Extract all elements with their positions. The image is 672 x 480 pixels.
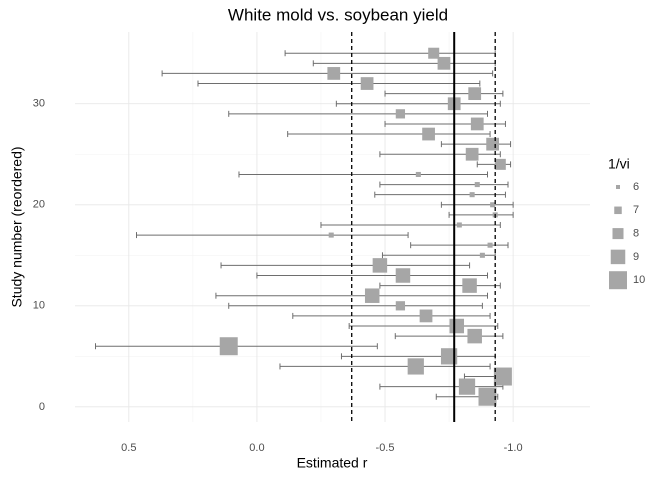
point — [468, 87, 482, 101]
point — [415, 171, 421, 177]
legend-key — [612, 228, 624, 240]
point — [407, 358, 424, 375]
y-tick-label: 20 — [33, 199, 45, 211]
point — [465, 147, 479, 161]
y-tick-label: 10 — [33, 300, 45, 312]
chart-title: White mold vs. soybean yield — [228, 5, 448, 24]
point — [462, 278, 477, 293]
x-axis-title: Estimated r — [297, 455, 368, 471]
point — [327, 67, 341, 80]
point — [487, 242, 493, 248]
legend-label: 9 — [633, 251, 639, 263]
point — [458, 378, 476, 395]
legend-key — [610, 249, 626, 265]
point — [479, 252, 485, 258]
point — [437, 56, 451, 70]
point — [395, 109, 406, 119]
point — [493, 367, 512, 386]
point — [360, 77, 374, 90]
legend-key — [609, 271, 627, 290]
legend-key — [614, 206, 622, 215]
legend-label: 7 — [633, 204, 639, 216]
y-tick-label: 30 — [33, 98, 45, 110]
x-tick-label: 0.0 — [249, 442, 264, 454]
point — [372, 258, 388, 273]
point — [490, 202, 496, 208]
point — [470, 117, 484, 131]
point — [474, 182, 480, 188]
point — [469, 192, 475, 198]
point — [467, 328, 482, 344]
legend-label: 10 — [633, 274, 645, 286]
point — [449, 318, 465, 334]
point — [456, 222, 462, 228]
point — [395, 301, 406, 311]
x-tick-label: -0.5 — [376, 442, 395, 454]
point — [364, 288, 380, 303]
point — [422, 127, 435, 141]
x-tick-label: 0.5 — [121, 442, 136, 454]
legend-label: 6 — [633, 181, 639, 193]
y-axis-title: Study number (reordered) — [9, 146, 25, 307]
legend-key — [616, 185, 620, 189]
point — [486, 137, 500, 151]
legend-label: 8 — [633, 228, 639, 240]
y-tick-label: 0 — [39, 401, 45, 413]
legend-title: 1/vi — [608, 156, 630, 172]
point — [219, 337, 238, 356]
point — [328, 232, 334, 238]
point — [494, 158, 506, 170]
point — [478, 387, 497, 406]
x-tick-label: -1.0 — [504, 442, 523, 454]
point — [419, 309, 433, 323]
point — [395, 268, 411, 283]
point — [440, 348, 458, 365]
point — [428, 47, 440, 59]
